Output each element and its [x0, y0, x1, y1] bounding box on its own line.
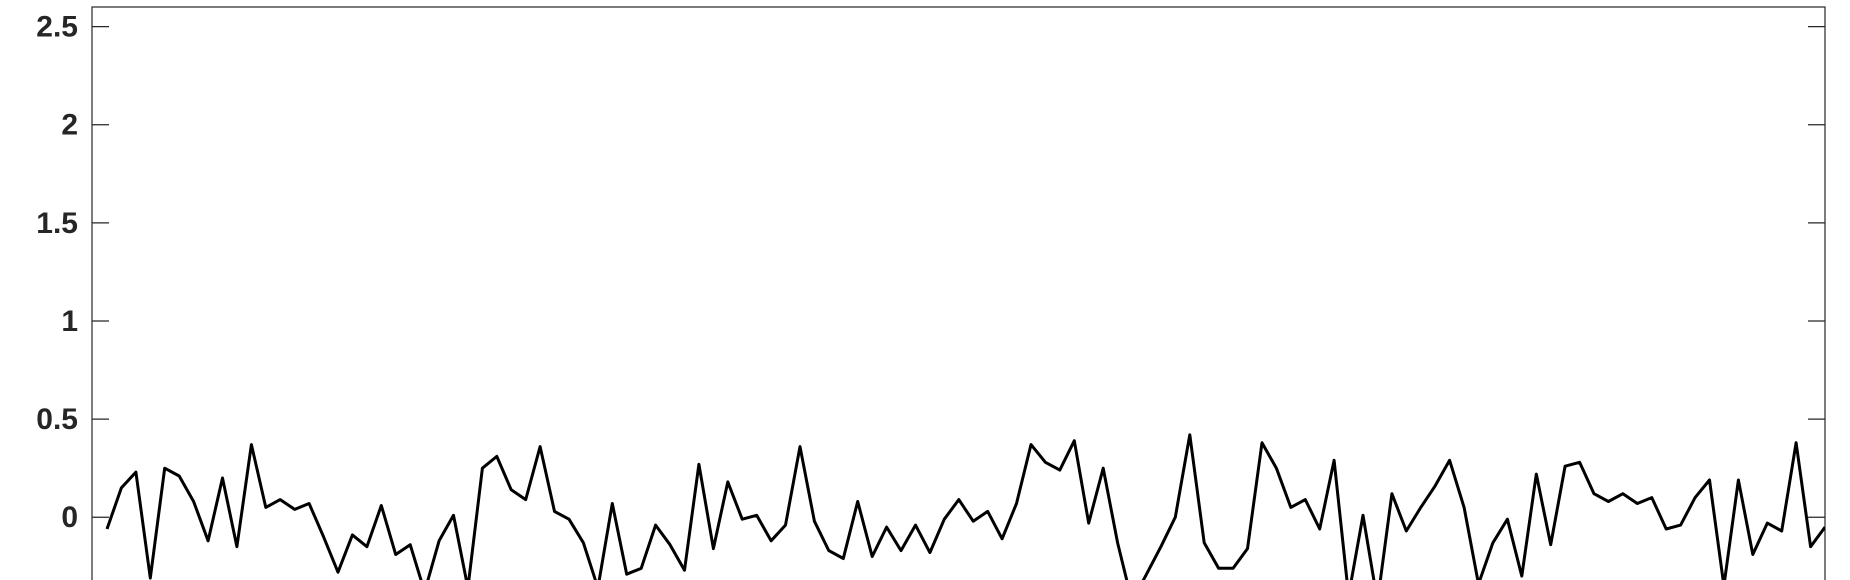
y-tick-label: 1 — [61, 305, 78, 338]
plot-frame — [91, 6, 1826, 580]
y-tick-label: 0.5 — [36, 403, 78, 436]
plot-area-border — [91, 6, 1826, 580]
y-tick-label: 2.5 — [36, 11, 78, 44]
series-line-0 — [105, 433, 1825, 580]
y-axis: 0 0.5 1 1.5 2 2.5 — [36, 11, 1825, 534]
y-tick-label: 0 — [61, 501, 78, 534]
y-tick-label: 2 — [61, 109, 78, 142]
y-tick-label: 1.5 — [36, 207, 78, 240]
series-group — [105, 433, 1825, 580]
